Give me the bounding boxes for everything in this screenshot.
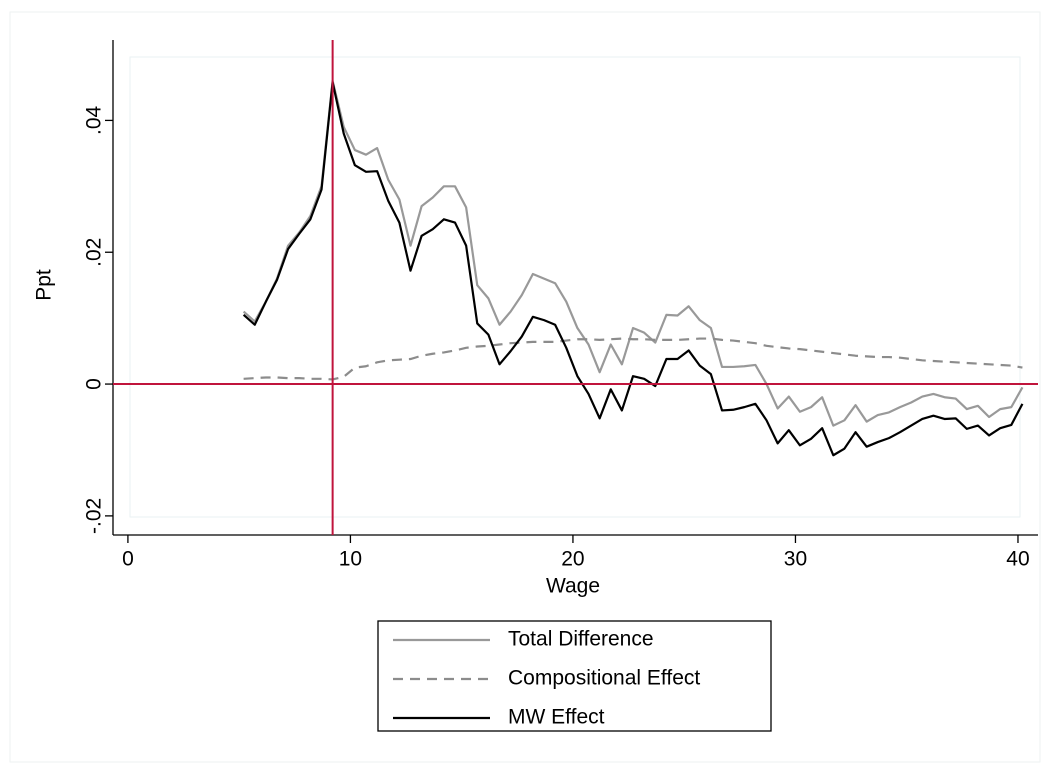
series-line: [242, 79, 1024, 427]
x-tick-label: 20: [561, 548, 584, 571]
y-axis-title: Ppt: [33, 269, 56, 301]
graph-region: [9, 11, 1041, 763]
x-tick-label: 30: [784, 548, 807, 571]
legend-label: MW Effect: [508, 706, 605, 729]
series-line: [242, 81, 1024, 457]
plot-region: [129, 56, 1021, 518]
x-tick-label: 40: [1006, 548, 1029, 571]
x-tick-label: 0: [122, 548, 134, 571]
series-line: [243, 337, 1023, 381]
legend-label: Compositional Effect: [508, 667, 700, 690]
x-axis-title: Wage: [546, 575, 600, 598]
y-tick-label: -.02: [83, 498, 106, 534]
y-tick-label: .02: [83, 238, 106, 267]
legend-label: Total Difference: [508, 628, 654, 651]
y-tick-label: 0: [83, 378, 106, 390]
x-tick-label: 10: [339, 548, 362, 571]
y-tick-label: .04: [83, 106, 106, 136]
